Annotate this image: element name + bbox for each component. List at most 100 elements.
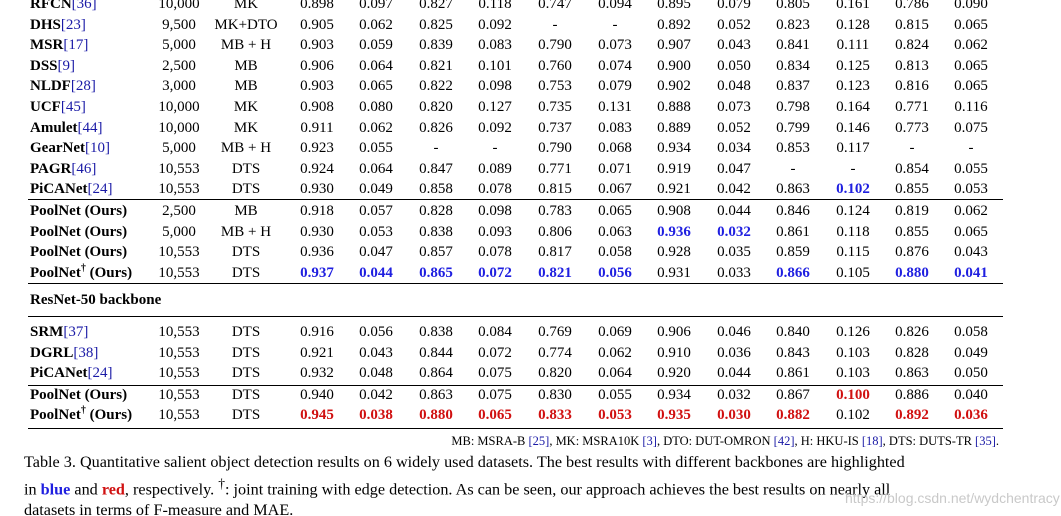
metric-cell: 0.111 bbox=[836, 37, 870, 54]
metric-cell: 0.855 bbox=[895, 181, 929, 198]
metric-cell: 0.786 bbox=[895, 0, 929, 12]
metric-cell: 0.118 bbox=[836, 223, 870, 240]
images-cell: 3,000 bbox=[162, 78, 196, 95]
metric-cell: 0.072 bbox=[478, 264, 512, 281]
metric-cell: 0.059 bbox=[359, 37, 393, 54]
metric-cell: 0.934 bbox=[657, 140, 691, 157]
method-cell: PoolNet† (Ours) bbox=[30, 263, 132, 283]
images-cell: 10,553 bbox=[158, 407, 200, 424]
metric-cell: 0.079 bbox=[598, 78, 632, 95]
method-name: PoolNet bbox=[30, 264, 81, 281]
images-cell: 10,000 bbox=[158, 0, 200, 12]
footnote-text: , DTO: DUT-OMRON bbox=[656, 434, 774, 448]
table-row: UCF[45] 10,000 MK 0.908 0.080 0.820 0.127 0.735… bbox=[28, 97, 1003, 117]
metric-cell: 0.861 bbox=[776, 223, 810, 240]
images-cell: 10,553 bbox=[158, 160, 200, 177]
section-label: ResNet-50 backbone bbox=[30, 292, 162, 308]
metric-cell: - bbox=[612, 16, 618, 33]
method-cell: PiCANet[24] bbox=[30, 179, 112, 199]
metric-cell: - bbox=[552, 16, 558, 33]
metric-cell: 0.064 bbox=[598, 365, 632, 382]
images-cell: 2,500 bbox=[162, 57, 196, 74]
metric-cell: 0.126 bbox=[836, 324, 870, 340]
metric-cell: 0.118 bbox=[478, 0, 512, 12]
metric-cell: 0.064 bbox=[359, 57, 393, 74]
table-row: PoolNet† (Ours) 10,553 DTS 0.945 0.038 0.880 0… bbox=[28, 405, 1003, 425]
images-cell: 10,553 bbox=[158, 365, 200, 382]
metric-cell: 0.864 bbox=[419, 365, 453, 382]
metric-cell: 0.910 bbox=[657, 344, 691, 361]
metric-cell: 0.050 bbox=[717, 57, 751, 74]
metric-cell: 0.073 bbox=[717, 99, 751, 115]
training-set-cell: MB + H bbox=[220, 223, 272, 240]
method-suffix: (Ours) bbox=[85, 407, 133, 424]
images-cell: 5,000 bbox=[162, 140, 196, 157]
metric-cell: 0.921 bbox=[300, 344, 334, 361]
method-name: UCF bbox=[30, 99, 61, 115]
dagger-mark: † bbox=[80, 262, 86, 274]
metric-cell: 0.042 bbox=[717, 181, 751, 198]
method-name: SRM bbox=[30, 324, 64, 340]
table-row: PiCANet[24] 10,553 DTS 0.932 0.048 0.864 0.075… bbox=[28, 363, 1003, 383]
watermark-url: https://blog.csdn.net/wydchentracy bbox=[845, 490, 1060, 506]
metric-cell: 0.827 bbox=[419, 0, 453, 12]
metric-cell: 0.908 bbox=[300, 99, 334, 115]
metric-cell: 0.918 bbox=[300, 203, 334, 219]
metric-cell: 0.065 bbox=[359, 78, 393, 95]
metric-cell: 0.052 bbox=[717, 119, 751, 136]
footnote-ref: [35] bbox=[975, 434, 996, 448]
metric-cell: 0.062 bbox=[359, 119, 393, 136]
metric-cell: 0.865 bbox=[419, 264, 453, 281]
metric-cell: 0.846 bbox=[776, 203, 810, 219]
metric-cell: - bbox=[433, 140, 439, 157]
metric-cell: 0.058 bbox=[954, 324, 988, 340]
metric-cell: 0.855 bbox=[895, 223, 929, 240]
metric-cell: 0.038 bbox=[359, 407, 393, 424]
training-set-cell: MK bbox=[233, 0, 259, 12]
metric-cell: 0.043 bbox=[717, 37, 751, 54]
method-name: DGRL bbox=[30, 344, 74, 361]
caption-text: , respectively. bbox=[124, 480, 219, 499]
metric-cell: 0.771 bbox=[538, 160, 572, 177]
metric-cell: 0.824 bbox=[895, 37, 929, 54]
table-rule bbox=[28, 428, 1003, 430]
metric-cell: 0.861 bbox=[776, 365, 810, 382]
metric-cell: 0.853 bbox=[776, 140, 810, 157]
metric-cell: 0.053 bbox=[598, 407, 632, 424]
metric-cell: 0.123 bbox=[836, 78, 870, 95]
method-name: PAGR bbox=[30, 160, 72, 177]
metric-cell: 0.823 bbox=[776, 16, 810, 33]
table-row: DHS[23] 9,500 MK+DTO 0.905 0.062 0.825 0.092 - -… bbox=[28, 15, 1003, 35]
metric-cell: 0.900 bbox=[657, 57, 691, 74]
metric-cell: 0.053 bbox=[954, 181, 988, 198]
metric-cell: 0.071 bbox=[598, 160, 632, 177]
metric-cell: 0.843 bbox=[776, 344, 810, 361]
metric-cell: 0.920 bbox=[657, 365, 691, 382]
footnote-text: , H: HKU-IS bbox=[794, 434, 862, 448]
metric-cell: 0.036 bbox=[717, 344, 751, 361]
metric-cell: 0.065 bbox=[954, 223, 988, 240]
metric-cell: 0.857 bbox=[419, 244, 453, 261]
metric-cell: 0.100 bbox=[836, 386, 870, 403]
images-cell: 10,553 bbox=[158, 386, 200, 403]
metric-cell: 0.046 bbox=[717, 324, 751, 340]
method-name: PoolNet bbox=[30, 407, 81, 424]
table-row: GearNet[10] 5,000 MB + H 0.923 0.055 - - 0.790 0… bbox=[28, 138, 1003, 158]
metric-cell: 0.774 bbox=[538, 344, 572, 361]
metric-cell: 0.816 bbox=[895, 78, 929, 95]
method-name: PoolNet (Ours) bbox=[30, 386, 128, 403]
method-cell: PAGR[46] bbox=[30, 159, 96, 179]
method-cell: NLDF[28] bbox=[30, 76, 96, 96]
training-set-cell: DTS bbox=[231, 386, 261, 403]
metric-cell: 0.936 bbox=[300, 244, 334, 261]
method-name: PoolNet (Ours) bbox=[30, 203, 128, 219]
metric-cell: 0.058 bbox=[598, 244, 632, 261]
metric-cell: 0.062 bbox=[359, 16, 393, 33]
training-set-cell: DTS bbox=[231, 264, 261, 281]
metric-cell: 0.131 bbox=[598, 99, 632, 115]
metric-cell: 0.075 bbox=[478, 365, 512, 382]
metric-cell: 0.945 bbox=[300, 407, 334, 424]
metric-cell: - bbox=[909, 140, 915, 157]
metric-cell: - bbox=[968, 140, 974, 157]
training-set-cell: MK bbox=[233, 119, 259, 136]
